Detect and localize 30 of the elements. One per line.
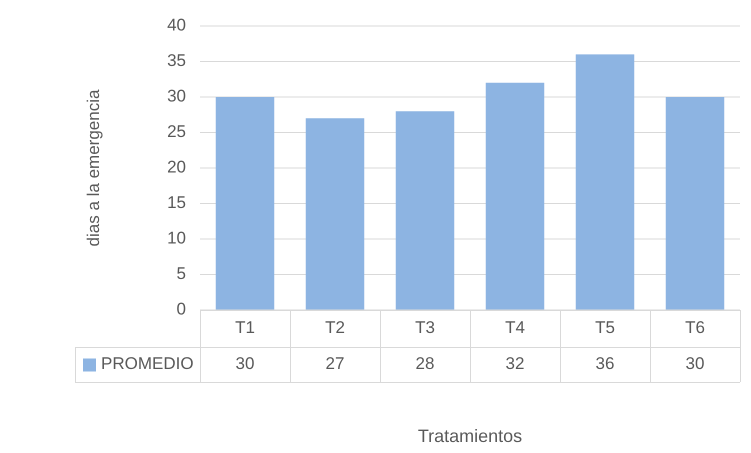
x-tick-label: T1 [235, 318, 255, 338]
bar [306, 118, 364, 310]
legend-label: PROMEDIO [101, 354, 194, 374]
data-label: 28 [416, 354, 434, 374]
x-tick-label: T2 [325, 318, 345, 338]
data-label: 30 [236, 354, 254, 374]
bar [666, 97, 724, 310]
bar [486, 82, 544, 310]
bar [576, 54, 634, 310]
y-tick-label: 25 [167, 122, 186, 142]
x-tick-label: T6 [685, 318, 705, 338]
y-tick-label: 5 [176, 264, 186, 284]
y-tick-label: 35 [167, 51, 186, 70]
y-tick-label: 15 [167, 193, 186, 212]
y-tick-label: 0 [176, 300, 186, 319]
y-tick-label: 20 [167, 158, 186, 177]
bar [216, 97, 274, 310]
x-tick-label: T4 [505, 318, 525, 338]
data-label: 30 [686, 354, 704, 374]
y-axis-title: dias a la emergencia [84, 89, 103, 246]
y-tick-label: 10 [167, 228, 186, 248]
y-tick-label: 30 [167, 86, 186, 106]
y-tick-label: 40 [167, 16, 186, 35]
x-tick-label: T3 [415, 318, 435, 338]
x-axis-title: Tratamientos [418, 426, 522, 446]
data-label: 36 [596, 354, 614, 374]
x-tick-label: T5 [595, 318, 615, 338]
bar [396, 111, 454, 310]
data-label: 27 [326, 354, 344, 374]
data-label: 32 [506, 354, 524, 374]
